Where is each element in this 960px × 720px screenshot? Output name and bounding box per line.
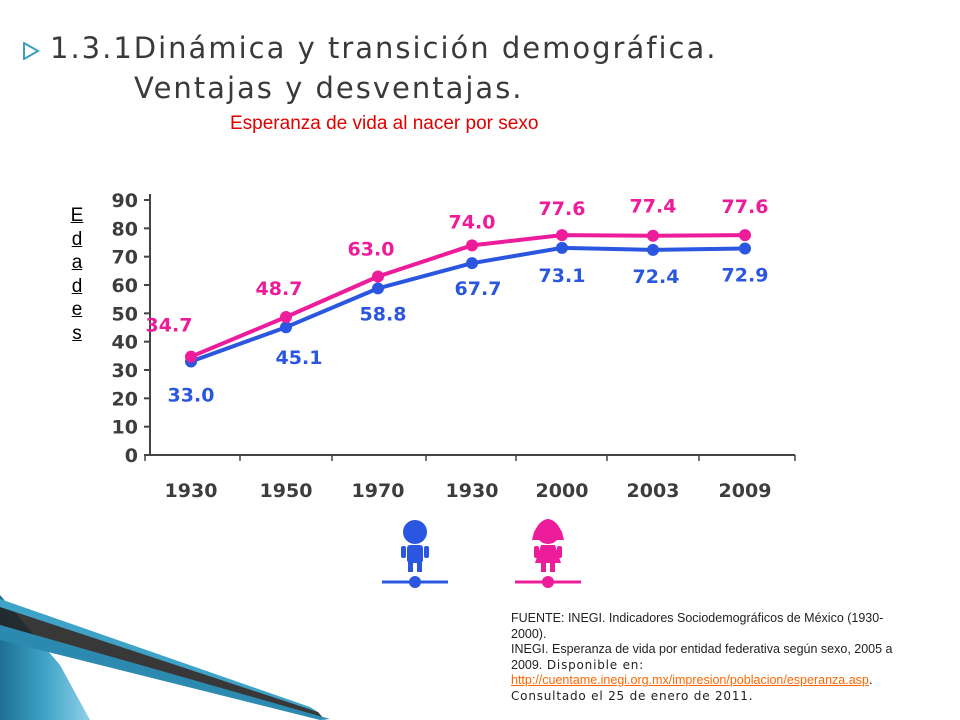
x-tick-label: 2003 (627, 480, 680, 502)
figure-leg (541, 562, 546, 572)
girl-figure-icon (515, 519, 581, 588)
blue-data-point (280, 321, 292, 334)
y-tick-label: 40 (112, 332, 138, 354)
y-tick-label: 70 (112, 247, 138, 269)
pink-data-point (647, 229, 659, 242)
chart-data-labels: 34.7 48.7 63.0 74.0 77.6 77.4 77.6 33.0 45.1 58.8… (146, 196, 769, 407)
pink-data-point (280, 311, 292, 324)
blue-data-label: 33.0 (168, 385, 215, 407)
y-tick-label: 60 (112, 275, 138, 297)
blue-data-label: 58.8 (360, 303, 407, 325)
chart-series (185, 229, 751, 368)
vlabel-letter: a (71, 252, 83, 273)
pink-data-point (372, 270, 384, 283)
pink-data-label: 77.4 (630, 196, 677, 218)
y-tick-label: 20 (112, 388, 138, 410)
blue-data-label: 45.1 (276, 347, 323, 369)
source-note: FUENTE: INEGI. Indicadores Sociodemográf… (511, 611, 906, 704)
vlabel-letter: d (71, 275, 83, 297)
y-axis-vertical-label: E d a d e s (66, 204, 88, 345)
vlabel-letter: s (72, 322, 82, 344)
blue-data-label: 72.9 (722, 264, 769, 286)
y-tick-label: 0 (125, 445, 138, 467)
blue-data-label: 72.4 (633, 266, 680, 288)
title-line-1: 1.3.1Dinámica y transición demográfica. (50, 31, 718, 65)
vlabel-letter: E (70, 205, 84, 226)
figure-arm (401, 546, 406, 558)
blue-data-point (372, 282, 384, 295)
title-line-2: Ventajas y desventajas. (134, 71, 524, 105)
pink-data-point (556, 229, 568, 242)
x-tick-label: 1950 (260, 480, 313, 502)
blue-data-point (647, 243, 659, 256)
x-tick-label: 1930 (446, 480, 499, 502)
y-tick-label: 80 (112, 218, 138, 240)
pink-data-label: 48.7 (256, 278, 303, 300)
title-bullet-icon (23, 42, 40, 60)
pink-data-label: 77.6 (722, 196, 769, 218)
y-tick-label: 50 (112, 303, 138, 325)
boy-figure-icon (382, 520, 448, 588)
source-line-2-text: INEGI. Esperanza de vida por entidad fed… (511, 642, 893, 672)
x-tick-label: 1930 (165, 480, 218, 502)
x-tick-label: 2000 (536, 480, 589, 502)
pink-data-label: 77.6 (539, 198, 586, 220)
source-consulted: . Consultado el 25 de enero de 2011. (511, 673, 874, 703)
figure-head (403, 520, 427, 544)
figure-arm (534, 546, 539, 558)
x-tick-label: 2009 (719, 480, 772, 502)
decorative-corner-swoosh (0, 595, 330, 720)
figure-body (407, 545, 423, 563)
figure-hair (532, 519, 564, 540)
pink-data-point (185, 350, 197, 363)
blue-data-point (466, 257, 478, 270)
pink-data-label: 74.0 (449, 211, 496, 233)
figure-arm (557, 546, 562, 558)
legend-marker (542, 576, 554, 588)
legend-marker (409, 576, 421, 588)
pink-data-label: 34.7 (146, 315, 193, 337)
figure-leg (550, 562, 555, 572)
figure-leg (408, 562, 413, 572)
blue-data-label: 67.7 (455, 278, 502, 300)
figure-arm (424, 546, 429, 558)
source-line-2-tail: Disponible en: (542, 657, 644, 672)
figure-dress (535, 545, 561, 563)
y-tick-label: 10 (112, 417, 138, 439)
chart-legend (382, 519, 581, 588)
blue-data-point (556, 241, 568, 254)
pink-data-label: 63.0 (348, 239, 395, 261)
y-tick-label: 90 (112, 190, 138, 212)
slide-title: 1.3.1Dinámica y transición demográfica. … (50, 28, 950, 108)
blue-data-point (739, 242, 751, 255)
x-tick-label: 1970 (352, 480, 405, 502)
y-tick-label: 30 (112, 360, 138, 382)
pink-data-point (466, 239, 478, 252)
vlabel-letter: e (71, 299, 83, 320)
source-line-3: http://cuentame.inegi.org.mx/impresion/p… (511, 673, 906, 704)
source-line-1: FUENTE: INEGI. Indicadores Sociodemográf… (511, 611, 884, 641)
chart-subtitle: Esperanza de vida al nacer por sexo (230, 113, 539, 134)
source-line-2: INEGI. Esperanza de vida por entidad fed… (511, 642, 906, 673)
figure-leg (417, 562, 422, 572)
source-link[interactable]: http://cuentame.inegi.org.mx/impresion/p… (511, 673, 869, 687)
vlabel-letter: d (71, 228, 83, 250)
pink-data-point (739, 229, 751, 242)
blue-data-label: 73.1 (539, 265, 586, 287)
chart-axes: 0 10 20 30 40 50 60 70 80 90 1930 1950 1970 1930 2000 2… (112, 190, 796, 502)
